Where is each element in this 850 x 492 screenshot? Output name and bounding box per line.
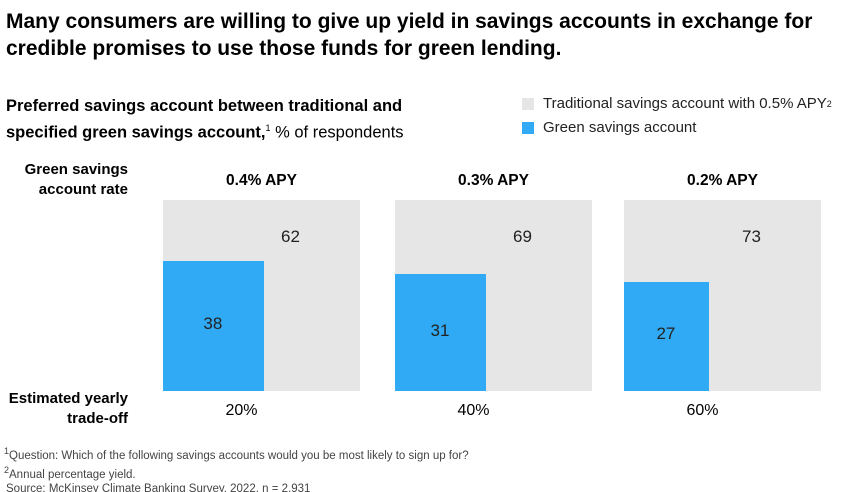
column-header: 0.2% APY <box>687 172 758 189</box>
footnote-1: 1Question: Which of the following saving… <box>4 446 469 462</box>
subtitle-sup: 1 <box>265 123 271 133</box>
tradeoff-value: 60% <box>686 402 719 419</box>
tradeoff-value: 20% <box>225 402 258 419</box>
traditional-value-label: 62 <box>281 227 300 246</box>
legend-label: Green savings account <box>543 119 697 136</box>
footnotes: 1Question: Which of the following saving… <box>4 444 469 492</box>
green-square <box>624 281 709 391</box>
legend-swatch-gray <box>522 97 534 110</box>
row-label-tradeoff: Estimated yearly trade-off <box>8 390 128 427</box>
column-header: 0.4% APY <box>226 172 297 189</box>
subtitle-rest: % of respondents <box>270 123 404 142</box>
green-value-label: 27 <box>656 324 676 344</box>
footnote-source: Source: McKinsey Climate Banking Survey,… <box>6 482 311 492</box>
legend-label: Traditional savings account with 0.5% AP… <box>543 95 827 112</box>
traditional-value-label: 73 <box>742 227 761 246</box>
green-square <box>395 274 487 391</box>
legend-item-traditional: Traditional savings account with 0.5% AP… <box>522 95 832 112</box>
row-label-rate: Green savings account rate <box>24 161 128 198</box>
column-header: 0.3% APY <box>458 172 529 189</box>
green-value-label: 38 <box>203 314 223 334</box>
green-value-label: 31 <box>430 320 450 340</box>
chart-title: Many consumers are willing to give up yi… <box>6 10 813 60</box>
legend-swatch-blue <box>522 121 534 134</box>
tradeoff-value: 40% <box>457 402 490 419</box>
green-square <box>163 261 264 391</box>
subtitle-bold: Preferred savings account between tradit… <box>6 97 403 142</box>
chart-subtitle: Preferred savings account between tradit… <box>6 95 446 144</box>
traditional-value-label: 69 <box>513 227 532 246</box>
legend-item-green: Green savings account <box>522 119 696 136</box>
legend-sup: 2 <box>826 98 832 109</box>
footnote-2: 2Annual percentage yield. <box>4 464 136 481</box>
